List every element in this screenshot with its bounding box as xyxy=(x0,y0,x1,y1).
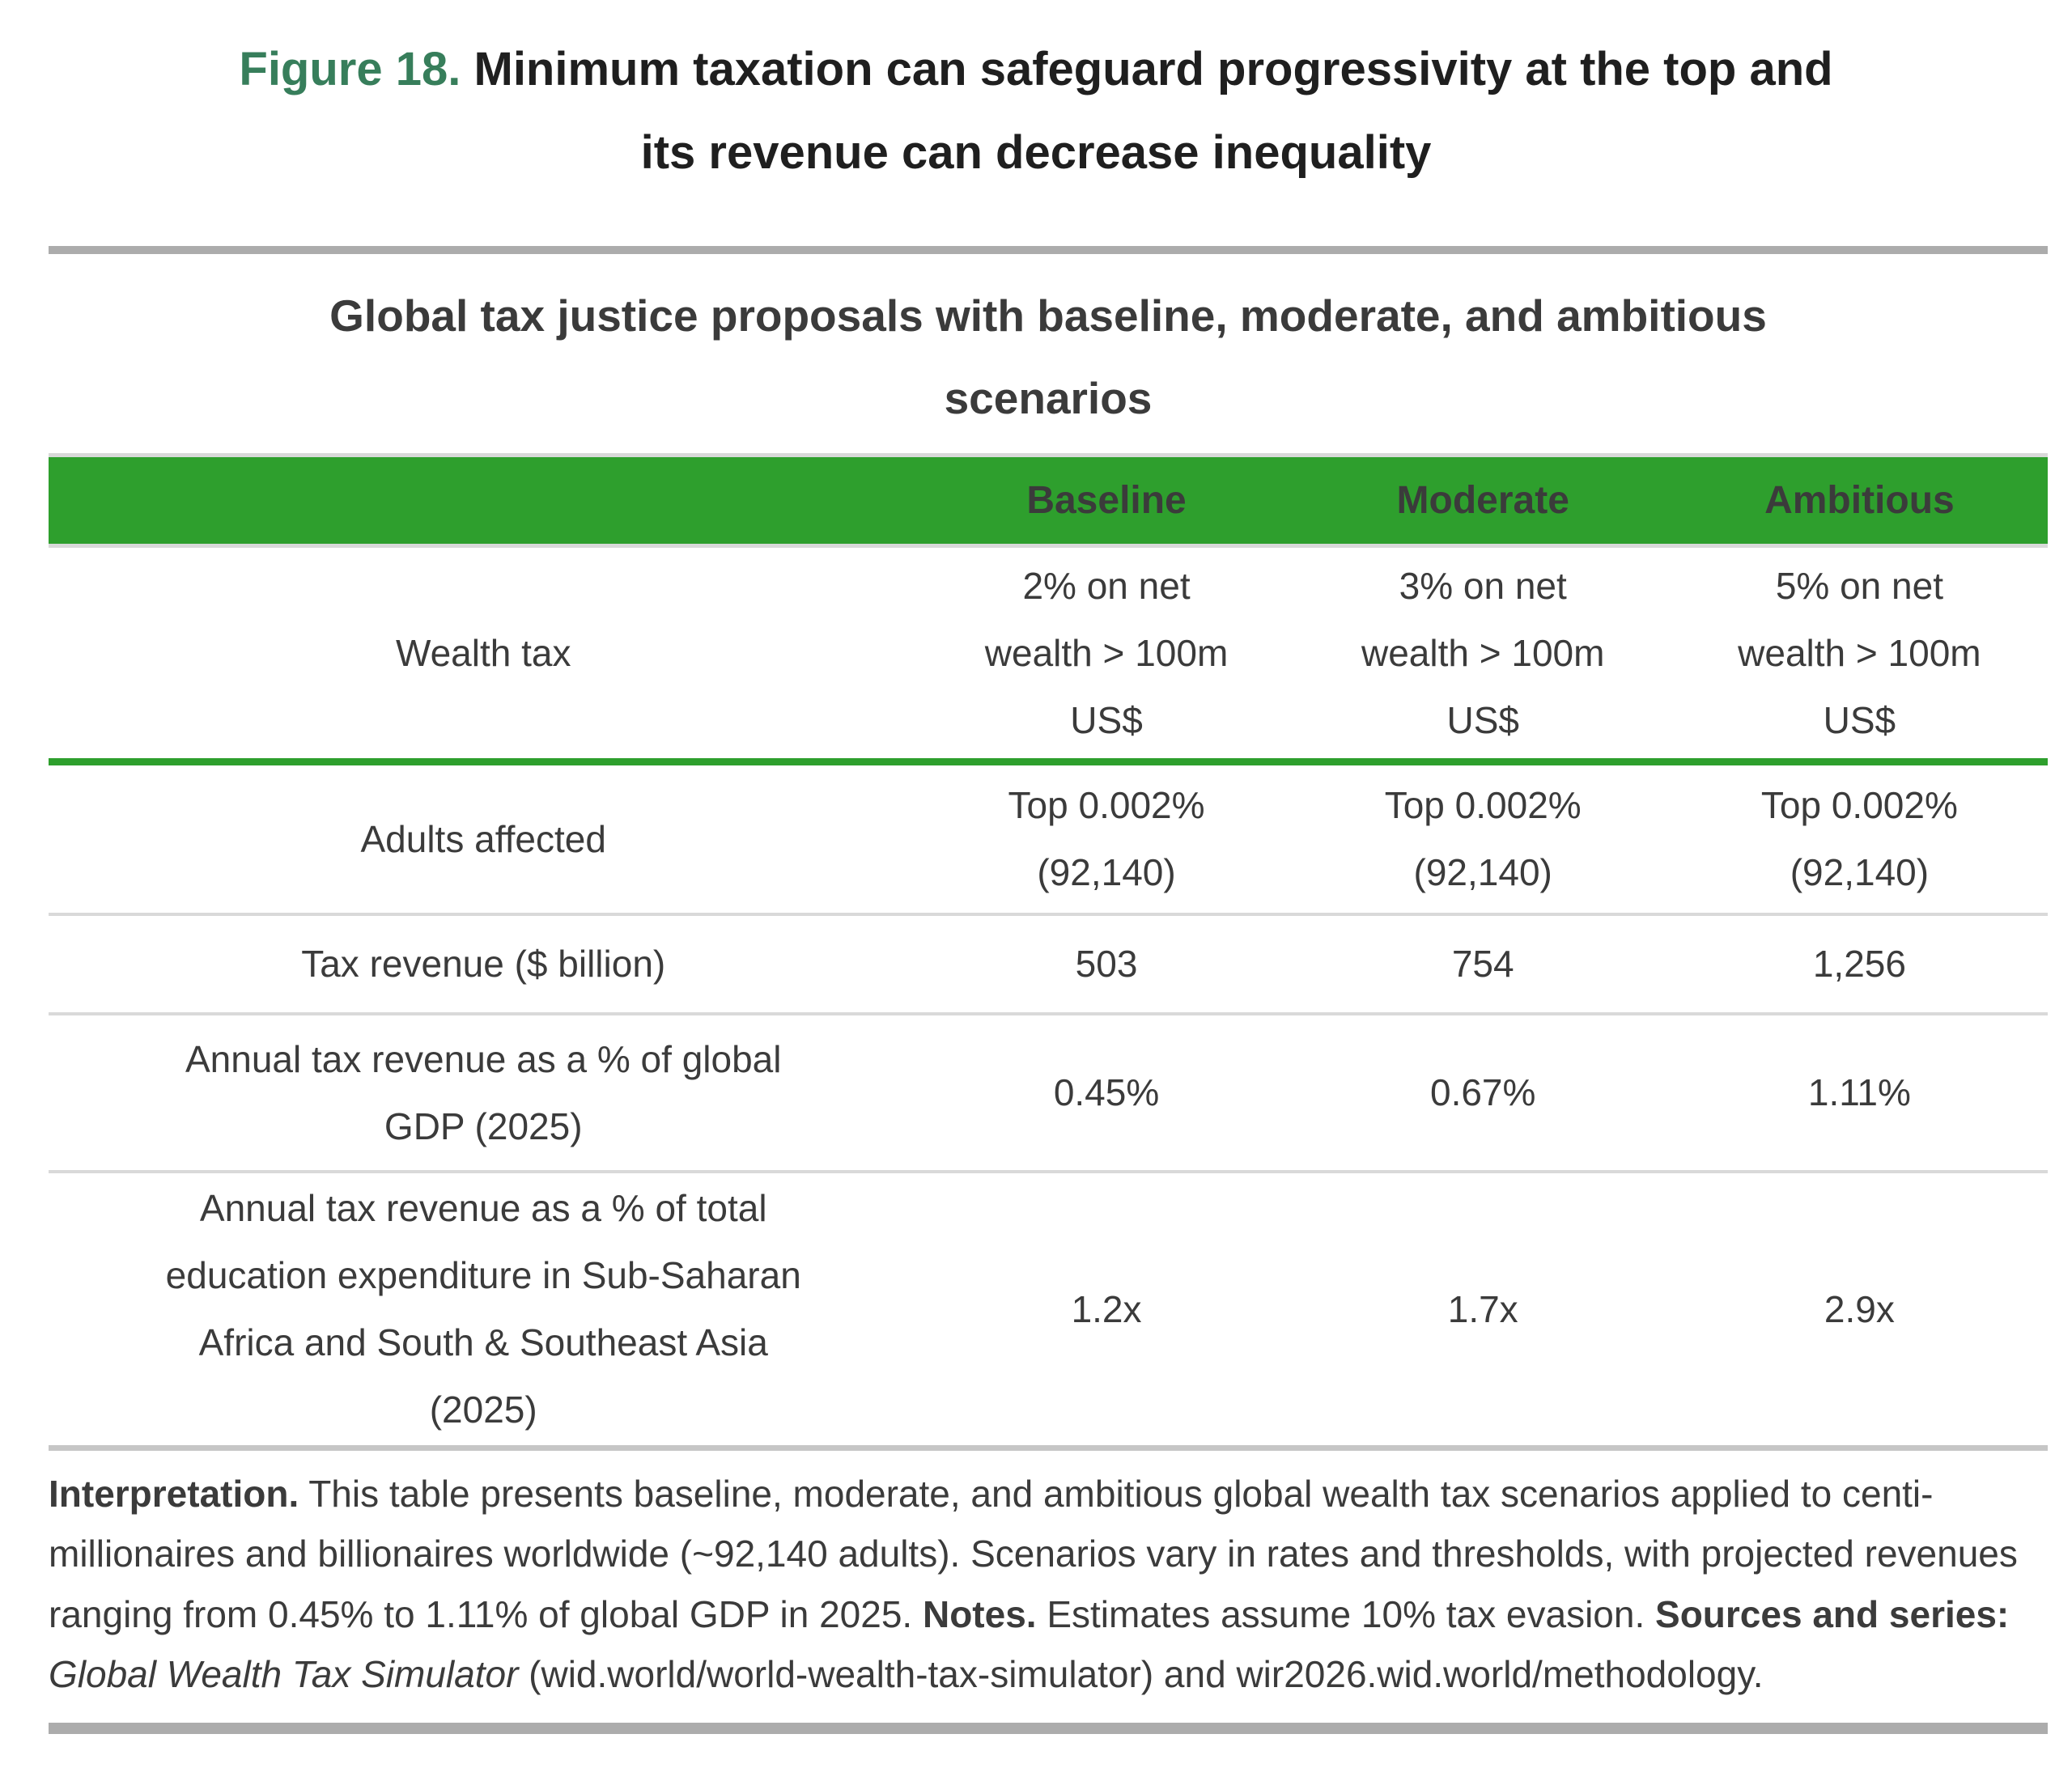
cell-value: 1.11% xyxy=(1671,1013,2048,1174)
scenario-table: Baseline Moderate Ambitious Wealth tax 2%… xyxy=(49,452,2048,1451)
top-rule-divider xyxy=(49,246,2048,255)
table-row-adults-affected: Adults affected Top 0.002% (92,140) Top 0.… xyxy=(49,761,2048,916)
table-panel: Global tax justice proposals with baseli… xyxy=(49,246,2048,1734)
table-row-education-expenditure: Annual tax revenue as a % of total educa… xyxy=(49,1172,2048,1451)
figure-title-text: Minimum taxation can safeguard progressi… xyxy=(473,43,1833,180)
cell-value: 0.67% xyxy=(1294,1013,1671,1174)
cell-value: Top 0.002% (92,140) xyxy=(918,761,1295,916)
figure-number-label: Figure 18. xyxy=(239,43,461,95)
row-label: Adults affected xyxy=(49,761,919,916)
cell-value: 2% on net wealth > 100m US$ xyxy=(918,545,1295,766)
table-body: Wealth tax 2% on net wealth > 100m US$ 3% … xyxy=(49,545,2048,1451)
cell-value: Top 0.002% (92,140) xyxy=(1294,761,1671,916)
interpretation-label: Interpretation. xyxy=(49,1472,299,1515)
sources-name: Global Wealth Tax Simulator xyxy=(49,1653,519,1696)
column-header-moderate: Moderate xyxy=(1294,452,1671,548)
cell-value: 503 xyxy=(918,914,1295,1015)
cell-value: 1,256 xyxy=(1671,914,2048,1015)
table-row-revenue-pct-gdp: Annual tax revenue as a % of global GDP … xyxy=(49,1013,2048,1174)
row-label: Tax revenue ($ billion) xyxy=(49,914,919,1015)
column-header-baseline: Baseline xyxy=(918,452,1295,548)
notes-label: Notes. xyxy=(922,1592,1037,1635)
cell-value: 5% on net wealth > 100m US$ xyxy=(1671,545,2048,766)
cell-value: 754 xyxy=(1294,914,1671,1015)
cell-value: 2.9x xyxy=(1671,1172,2048,1451)
sources-rest: (wid.world/world-wealth-tax-simulator) a… xyxy=(529,1653,1764,1696)
header-spacer-cell xyxy=(49,452,919,548)
row-label: Annual tax revenue as a % of global GDP … xyxy=(49,1013,919,1174)
table-row-tax-revenue: Tax revenue ($ billion) 503 754 1,256 xyxy=(49,914,2048,1015)
bottom-rule-divider xyxy=(49,1722,2048,1734)
table-header: Baseline Moderate Ambitious xyxy=(49,452,2048,548)
sources-label: Sources and series: xyxy=(1655,1592,2010,1635)
row-label: Wealth tax xyxy=(49,545,919,766)
table-row-wealth-tax: Wealth tax 2% on net wealth > 100m US$ 3% … xyxy=(49,545,2048,766)
cell-value: 0.45% xyxy=(918,1013,1295,1174)
cell-value: Top 0.002% (92,140) xyxy=(1671,761,2048,916)
row-label: Annual tax revenue as a % of total educa… xyxy=(49,1172,919,1451)
cell-value: 1.7x xyxy=(1294,1172,1671,1451)
column-header-ambitious: Ambitious xyxy=(1671,452,2048,548)
notes-text: Estimates assume 10% tax evasion. xyxy=(1047,1592,1645,1635)
cell-value: 1.2x xyxy=(918,1172,1295,1451)
cell-value: 3% on net wealth > 100m US$ xyxy=(1294,545,1671,766)
header-row: Baseline Moderate Ambitious xyxy=(49,452,2048,548)
table-title: Global tax justice proposals with baseli… xyxy=(329,290,1767,424)
figure-title: Figure 18. Minimum taxation can safeguar… xyxy=(32,28,2040,194)
notes-paragraph: Interpretation. This table presents base… xyxy=(49,1464,2048,1705)
interpretation-text: This table presents baseline, moderate, … xyxy=(49,1472,2018,1635)
